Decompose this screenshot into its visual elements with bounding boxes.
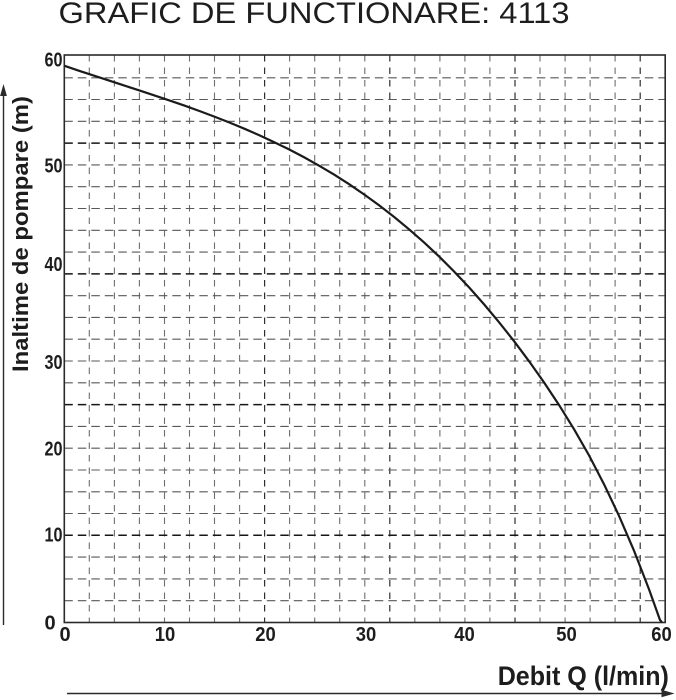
svg-text:GRAFIC DE FUNCTIONARE: 4113: GRAFIC DE FUNCTIONARE: 4113 — [59, 0, 570, 30]
svg-text:Debit Q (l/min): Debit Q (l/min) — [498, 661, 669, 691]
svg-text:40: 40 — [45, 254, 63, 276]
svg-text:50: 50 — [556, 624, 577, 646]
svg-text:10: 10 — [45, 525, 63, 547]
svg-text:20: 20 — [255, 624, 276, 646]
svg-text:20: 20 — [45, 439, 63, 461]
svg-text:50: 50 — [45, 156, 63, 178]
svg-text:60: 60 — [651, 624, 672, 646]
svg-text:10: 10 — [155, 624, 176, 646]
svg-text:0: 0 — [59, 624, 70, 646]
svg-text:60: 60 — [45, 49, 63, 71]
svg-text:Inaltime de pompare (m): Inaltime de pompare (m) — [8, 96, 33, 372]
svg-text:30: 30 — [45, 352, 63, 374]
svg-text:0: 0 — [45, 612, 56, 634]
svg-text:30: 30 — [356, 624, 377, 646]
svg-text:40: 40 — [454, 624, 475, 646]
